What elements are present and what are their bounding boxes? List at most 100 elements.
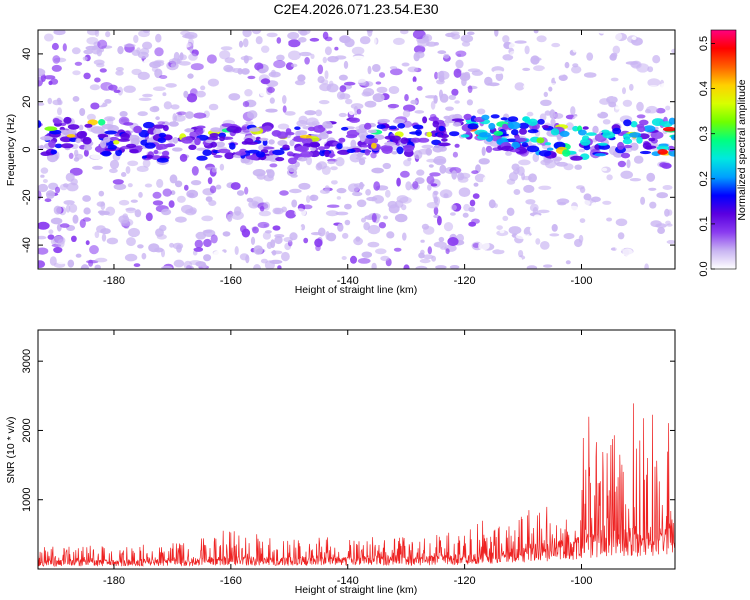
heatmap-cell <box>322 121 333 129</box>
heatmap-cell <box>667 145 675 152</box>
heatmap-cell <box>410 99 418 105</box>
heatmap-cell <box>647 78 661 87</box>
heatmap-cell <box>298 182 311 190</box>
heatmap-cell <box>477 108 486 115</box>
heatmap-cell <box>598 173 603 180</box>
heatmap-cell <box>476 34 487 43</box>
heatmap-cell <box>329 175 339 181</box>
heatmap-cell <box>282 144 290 150</box>
heatmap-cell <box>310 194 315 201</box>
heatmap-cell <box>82 217 92 222</box>
heatmap-cell <box>162 92 167 97</box>
heatmap-cell <box>219 163 225 171</box>
heatmap-cell <box>415 51 425 59</box>
heatmap-cell <box>427 184 432 191</box>
heatmap-cell <box>89 245 99 255</box>
heatmap-cell <box>256 173 266 180</box>
heatmap-cell <box>352 191 363 197</box>
heatmap-cell <box>128 227 140 238</box>
heatmap-cell <box>332 264 341 269</box>
heatmap-cell <box>38 102 45 106</box>
heatmap-cell <box>285 209 297 219</box>
heatmap-cell <box>378 222 386 229</box>
heatmap-cell <box>123 122 134 126</box>
heatmap-cell <box>194 137 201 146</box>
heatmap-cell <box>622 87 626 95</box>
heatmap-cell <box>393 37 405 46</box>
heatmap-cell <box>89 84 100 91</box>
heatmap-cell <box>543 91 548 98</box>
heatmap-cell <box>76 131 87 139</box>
heatmap-cell <box>108 84 118 91</box>
heatmap-cell <box>210 234 218 244</box>
heatmap-cell <box>371 213 377 223</box>
heatmap-cell <box>355 236 361 242</box>
heatmap-cell <box>142 155 147 159</box>
heatmap-cell <box>52 117 60 124</box>
heatmap-cell <box>422 34 433 42</box>
heatmap-cell <box>72 70 81 76</box>
heatmap-cell <box>402 109 411 118</box>
spectrogram-panel: -180 -160 -140 -120 -100 -40 -20 0 20 40 Height … <box>5 29 676 296</box>
heatmap-cell <box>528 173 537 183</box>
heatmap-cell <box>138 129 150 138</box>
heatmap-cell <box>123 85 136 93</box>
heatmap-cell <box>488 122 496 130</box>
heatmap-cell <box>521 142 529 148</box>
heatmap-cell <box>288 50 301 61</box>
heatmap-cell <box>85 240 90 246</box>
heatmap-cell <box>40 136 53 141</box>
heatmap-cell <box>571 65 582 74</box>
heatmap-cell <box>78 124 84 131</box>
heatmap-cell <box>348 117 360 123</box>
heatmap-cell <box>270 239 276 249</box>
heatmap-cell <box>301 137 313 145</box>
heatmap-cell <box>68 152 74 159</box>
heatmap-cell <box>183 90 189 98</box>
heatmap-cell <box>578 148 586 153</box>
heatmap-cell <box>597 30 611 34</box>
heatmap-cell <box>218 132 226 138</box>
heatmap-cell <box>181 136 193 144</box>
heatmap-cell <box>317 76 325 84</box>
heatmap-cell <box>310 146 316 152</box>
heatmap-cell <box>396 146 404 155</box>
heatmap-cell <box>518 250 524 258</box>
heatmap-cell <box>54 197 63 205</box>
heatmap-cell <box>71 47 81 55</box>
heatmap-cell <box>461 77 467 87</box>
heatmap-cell <box>650 232 661 237</box>
heatmap-cell <box>319 149 326 157</box>
heatmap-cell <box>640 196 646 205</box>
heatmap-cell <box>181 204 194 214</box>
heatmap-cell <box>604 229 613 238</box>
y-tick-label: 0 <box>21 146 33 152</box>
heatmap-cell <box>523 84 533 90</box>
heatmap-cell <box>636 114 646 119</box>
heatmap-cell <box>631 36 637 41</box>
heatmap-cell <box>87 119 98 126</box>
heatmap-cell <box>127 183 133 188</box>
heatmap-cell <box>495 72 504 82</box>
heatmap-cell <box>195 261 206 267</box>
heatmap-cell <box>304 57 310 65</box>
heatmap-cell <box>656 99 667 105</box>
heatmap-cell <box>348 183 360 193</box>
heatmap-cell <box>254 62 264 71</box>
heatmap-cell <box>323 145 330 150</box>
heatmap-cell <box>319 83 332 92</box>
figure-title: C2E4.2026.071.23.54.E30 <box>273 1 438 17</box>
heatmap-cell <box>303 237 309 244</box>
x-tick-label: -160 <box>220 275 242 287</box>
heatmap-cell <box>440 246 448 250</box>
heatmap-cell <box>526 265 538 269</box>
heatmap-cell <box>342 232 349 239</box>
heatmap-cell <box>195 128 204 136</box>
heatmap-cell <box>588 87 597 94</box>
heatmap-cell <box>206 54 217 64</box>
heatmap-cell <box>525 199 536 205</box>
heatmap-cell <box>223 64 234 72</box>
heatmap-cell <box>583 193 592 201</box>
heatmap-cell <box>237 68 243 75</box>
